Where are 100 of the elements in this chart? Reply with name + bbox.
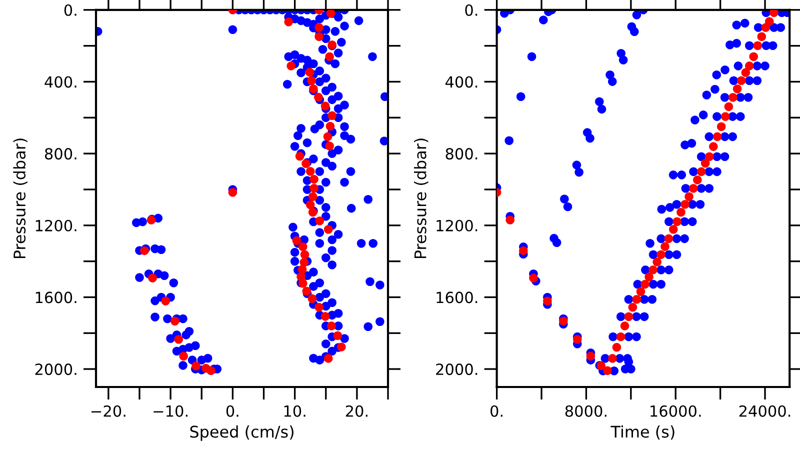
- point: [228, 188, 238, 197]
- x-tick-label: 20.: [346, 405, 368, 417]
- point: [337, 342, 346, 352]
- y-tick-label: 400.: [44, 76, 76, 88]
- x-tick-label: −10.: [154, 405, 188, 417]
- point: [741, 68, 750, 77]
- point: [310, 184, 318, 193]
- point: [170, 316, 180, 326]
- point: [644, 272, 654, 282]
- y-axis-title: Pressure (dbar): [414, 138, 428, 258]
- point: [543, 296, 552, 306]
- point: [660, 242, 670, 251]
- point: [298, 264, 307, 274]
- point: [327, 322, 336, 330]
- point: [295, 152, 304, 161]
- y-tick-label: 2000.: [35, 364, 76, 376]
- point: [744, 62, 754, 70]
- x-tick-label: 16000.: [650, 405, 701, 417]
- point: [161, 296, 170, 306]
- point: [672, 217, 682, 226]
- point: [320, 312, 330, 321]
- point: [616, 332, 626, 342]
- point: [314, 32, 324, 42]
- point: [632, 294, 642, 304]
- point: [652, 258, 662, 266]
- point: [307, 76, 316, 86]
- point: [308, 294, 317, 304]
- point: [306, 200, 315, 210]
- point: [668, 224, 678, 234]
- point: [506, 216, 514, 224]
- point: [298, 242, 308, 252]
- point: [648, 266, 658, 274]
- point: [292, 236, 302, 246]
- point: [325, 52, 334, 61]
- point: [640, 280, 650, 289]
- point: [174, 335, 184, 344]
- x-axis-title: Time (s): [610, 425, 674, 440]
- point: [688, 184, 698, 193]
- point: [308, 192, 318, 202]
- point: [586, 352, 596, 361]
- point: [612, 342, 622, 352]
- point: [314, 23, 324, 32]
- point: [664, 234, 674, 244]
- point: [732, 84, 742, 94]
- point: [206, 366, 216, 376]
- y-tick-label: 800.: [446, 148, 478, 160]
- point: [624, 312, 634, 321]
- point: [700, 158, 710, 168]
- point: [314, 92, 323, 102]
- point: [753, 41, 762, 50]
- point: [680, 200, 690, 209]
- y-tick-label: 1600.: [36, 292, 76, 304]
- point: [148, 274, 157, 282]
- point: [310, 174, 318, 184]
- point: [326, 122, 335, 131]
- point: [286, 62, 296, 70]
- point: [333, 331, 342, 340]
- point: [302, 286, 312, 296]
- point: [693, 176, 702, 184]
- point: [320, 102, 330, 110]
- y-tick-label: 1600.: [436, 292, 478, 304]
- x-tick-label: 10.: [284, 405, 306, 417]
- point: [704, 152, 714, 161]
- point: [757, 32, 766, 42]
- point: [608, 354, 617, 363]
- point: [724, 102, 734, 112]
- point: [328, 111, 336, 120]
- y-tick-label: 0.: [64, 4, 76, 16]
- point: [284, 18, 293, 26]
- point: [306, 166, 315, 176]
- x-tick-label: 0.: [490, 405, 502, 417]
- point: [656, 250, 666, 260]
- x-tick-label: 8000.: [565, 405, 606, 417]
- point: [603, 366, 612, 376]
- x-tick-label: −20.: [91, 405, 126, 417]
- point: [559, 316, 568, 326]
- point: [720, 112, 730, 121]
- point: [192, 362, 200, 370]
- y-axis-title: Pressure (dbar): [13, 138, 28, 258]
- point: [314, 302, 324, 312]
- point: [529, 274, 538, 282]
- x-axis-title: Speed (cm/s): [190, 425, 294, 441]
- point: [628, 302, 638, 312]
- point: [300, 250, 310, 260]
- point: [708, 142, 718, 151]
- y-tick-label: 2000.: [436, 364, 478, 376]
- point: [636, 287, 646, 296]
- point: [770, 10, 778, 17]
- y-tick-label: 800.: [44, 148, 76, 160]
- point: [676, 208, 686, 217]
- point: [324, 224, 333, 234]
- point: [684, 192, 694, 202]
- y-tick-label: 1200.: [436, 220, 478, 232]
- point: [716, 122, 726, 132]
- point: [696, 167, 706, 176]
- x-tick-label: 24000.: [739, 405, 790, 417]
- point: [761, 23, 770, 32]
- y-tick-label: 0.: [465, 4, 478, 16]
- y-tick-label: 1200.: [36, 220, 76, 232]
- point: [749, 52, 758, 61]
